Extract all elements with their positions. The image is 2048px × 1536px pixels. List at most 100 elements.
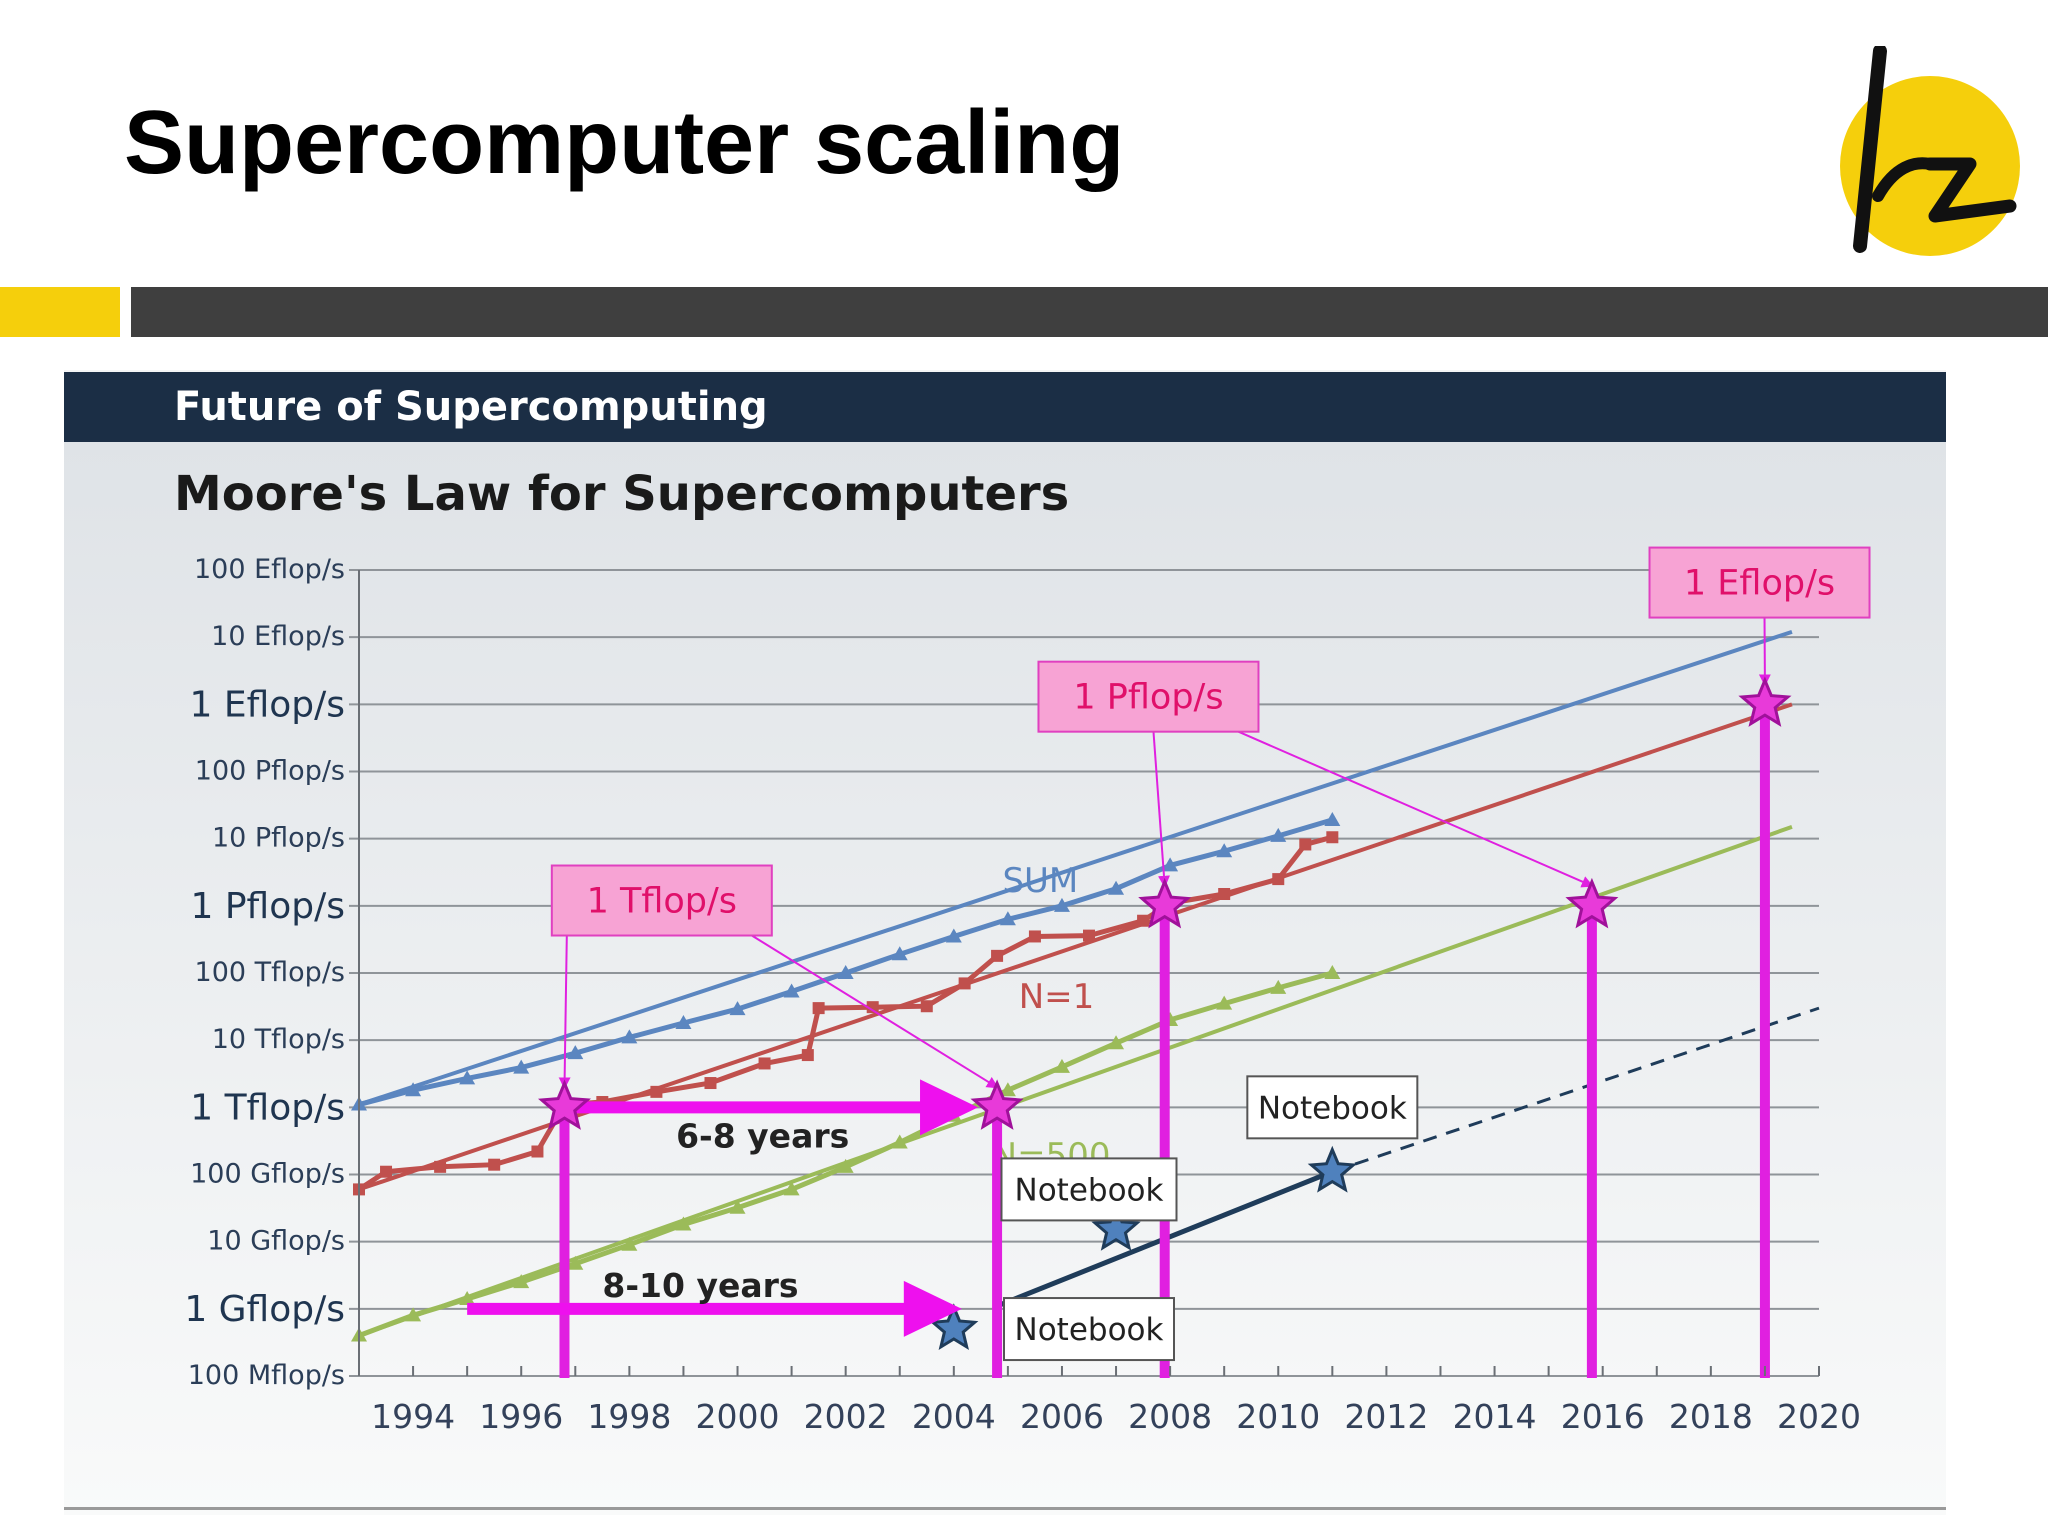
callout-label: 1 Eflop/s [1684,564,1835,604]
series-point [1270,979,1287,994]
moores-law-chart: Moore's Law for Supercomputers SUMN=1N=5… [64,442,1946,1515]
x-tick-label: 2012 [1344,1397,1428,1436]
callout-pointer [751,934,999,1089]
y-tick-label: 100 Eflop/s [194,554,345,585]
series-point [866,1001,879,1014]
series-point [1218,888,1231,901]
y-tick-label: 1 Tflop/s [190,1087,345,1128]
series-point [405,1082,422,1097]
milestone-star [1565,877,1619,929]
series-point [991,949,1004,962]
notebook-trend-dashed [1331,1006,1820,1174]
y-tick-label: 10 Pflop/s [212,823,345,854]
series-point [945,928,962,943]
accent-bar-yellow [0,287,120,337]
series-point [621,1236,638,1251]
time-gap-label: 8-10 years [602,1266,798,1305]
notebook-label-box [1003,1297,1175,1362]
chart-panel: Future of Supercomputing Moore's Law for… [64,370,1946,1515]
x-tick-label: 2004 [912,1397,996,1436]
series-point [513,1274,530,1289]
chart-title: Moore's Law for Supercomputers [174,466,1069,522]
milestone-star [538,1079,591,1130]
series-point [567,1045,584,1060]
series-point [812,1002,825,1015]
y-tick-label: 100 Pflop/s [195,756,345,787]
series-label: N=1 [1019,977,1095,1017]
y-tick-label: 1 Gflop/s [184,1289,345,1330]
y-tick-label: 100 Mflop/s [188,1360,345,1391]
notebook-star [1091,1203,1141,1251]
series-point [891,1134,908,1149]
series-point [837,1158,854,1173]
notebook-label: Notebook [1015,1312,1164,1348]
series-point [1216,995,1233,1010]
notebook-star [1307,1145,1358,1193]
x-tick-label: 1994 [371,1397,455,1436]
x-tick-label: 2002 [804,1397,888,1436]
series-label: SUM [1002,861,1078,901]
x-tick-label: 1996 [479,1397,563,1436]
series-point [783,983,800,998]
x-tick-label: 2006 [1020,1397,1104,1436]
series-point [675,1216,692,1231]
y-tick-label: 10 Gflop/s [207,1226,345,1257]
x-tick-label: 2008 [1128,1397,1212,1436]
series-point [1216,843,1233,858]
milestone-star [970,1079,1024,1130]
series-point [675,1015,692,1030]
series-point [459,1070,476,1085]
series-point [1083,929,1095,942]
notebook-label-box [1000,1157,1178,1222]
series-point [621,1029,638,1044]
y-tick-label: 1 Pflop/s [191,886,346,927]
y-tick-label: 10 Tflop/s [212,1024,345,1055]
callout-box [1648,546,1871,619]
y-tick-label: 1 Eflop/s [189,684,345,725]
series-point [758,1057,771,1070]
notebook-star [929,1303,979,1351]
series-point [729,1001,746,1016]
lrz-logo [1840,46,2020,256]
series-point [920,1000,933,1013]
series-point [1324,811,1341,826]
notebook-label: Notebook [1015,1172,1164,1208]
series-point [434,1160,447,1173]
x-tick-label: 2014 [1453,1397,1537,1436]
time-gap-label: 6-8 years [676,1116,849,1155]
y-tick-label: 100 Gflop/s [190,1159,345,1190]
callout-label: 1 Tflop/s [587,882,737,922]
series-point [1270,827,1287,842]
series-point [567,1255,584,1270]
series-point [650,1085,663,1098]
notebook-label: Notebook [1258,1090,1407,1126]
notebook-label-box [1246,1075,1419,1140]
series-point [405,1307,422,1322]
callout-box [550,864,773,937]
x-tick-label: 2000 [696,1397,780,1436]
x-tick-label: 2016 [1561,1397,1645,1436]
series-point [488,1158,501,1171]
bottom-rule [64,1507,1946,1510]
series-point [891,946,908,961]
callout-box [1037,660,1260,733]
series-point [958,977,971,990]
series-point [783,1181,800,1196]
series-point [999,911,1016,926]
panel-header: Future of Supercomputing [64,372,1946,442]
series-point [1028,930,1041,943]
series-point [513,1059,530,1074]
series-point [1162,857,1179,872]
series-point [837,965,854,979]
series-point [531,1145,544,1158]
milestone-star [1738,676,1792,727]
series-point [1324,965,1341,979]
series-point [459,1291,476,1306]
series-point [1272,873,1285,886]
callout-label: 1 Pflop/s [1073,678,1223,718]
x-tick-label: 1998 [587,1397,671,1436]
x-tick-label: 2020 [1777,1397,1861,1436]
series-point [1053,1058,1070,1073]
time-gap-arrowhead [903,1280,962,1337]
callout-pointer [558,935,571,1090]
